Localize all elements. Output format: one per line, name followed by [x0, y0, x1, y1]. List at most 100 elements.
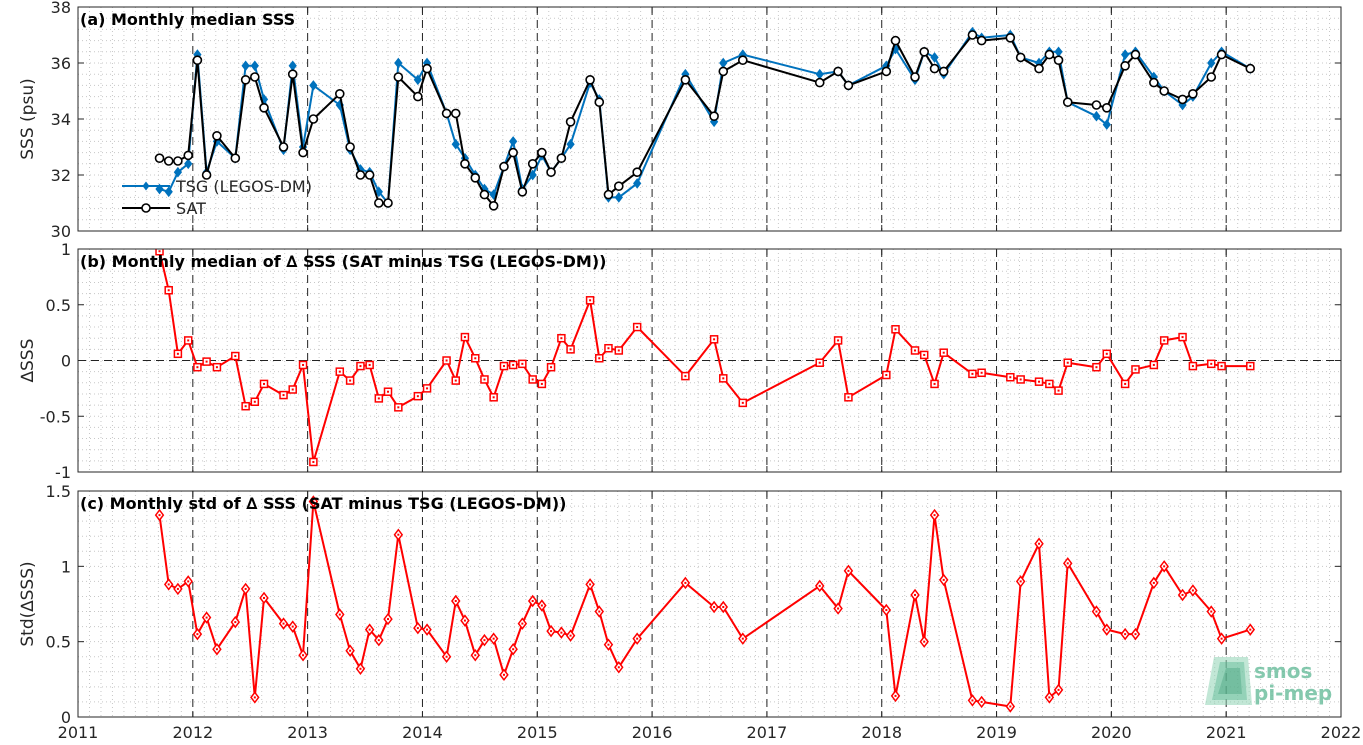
panel-b-median-delta-sss: -1 -0.5 0 0.5 1 ∆SSS (b) Monthly median of ∆ S…	[18, 240, 1342, 482]
data-point-marker-center	[349, 379, 352, 382]
data-point-marker-center	[312, 460, 315, 463]
data-point-marker-center	[445, 359, 448, 362]
data-point-marker-center	[923, 353, 926, 356]
data-point-marker-center	[914, 349, 917, 352]
logo-text-smos: smos	[1254, 659, 1312, 683]
x-tick-label: 2016	[632, 723, 673, 742]
data-point-marker-center	[885, 373, 888, 376]
data-point-marker	[364, 170, 375, 180]
data-point-marker	[508, 147, 518, 158]
data-point-marker-center	[263, 382, 266, 385]
data-point-marker-center	[684, 581, 687, 584]
data-point-marker-center	[847, 396, 850, 399]
data-point-marker	[1053, 55, 1064, 66]
data-point-marker	[527, 159, 538, 169]
data-point-marker-center	[569, 348, 572, 351]
data-point-marker-center	[560, 631, 563, 634]
data-point-marker-center	[167, 583, 170, 586]
data-point-marker	[450, 108, 461, 119]
x-tick-label: 2022	[1321, 723, 1362, 742]
y-tick-label: -1	[55, 463, 71, 482]
data-point-marker-center	[1105, 628, 1108, 631]
data-point-marker-center	[234, 621, 237, 624]
data-point-marker-center	[1210, 610, 1213, 613]
data-point-marker-center	[215, 366, 218, 369]
data-point-marker-center	[1095, 610, 1098, 613]
data-point-marker-center	[502, 673, 505, 676]
data-point-marker-center	[607, 643, 610, 646]
data-point-marker-center	[483, 639, 486, 642]
data-point-marker-center	[1038, 542, 1041, 545]
data-point-marker	[556, 153, 567, 163]
data-point-marker-center	[933, 382, 936, 385]
data-point-marker-center	[942, 351, 945, 354]
data-point-marker-center	[1095, 366, 1098, 369]
data-point-marker-center	[1066, 361, 1069, 364]
data-point-marker	[1092, 110, 1101, 122]
data-point-marker-center	[741, 637, 744, 640]
data-point-marker	[509, 136, 518, 147]
data-point-marker	[632, 167, 642, 177]
data-point-marker-center	[474, 654, 477, 657]
x-tick-label: 2020	[1091, 723, 1132, 742]
data-point-marker-center	[607, 347, 610, 350]
y-tick-label: 1	[61, 557, 71, 576]
data-point-marker	[287, 69, 298, 79]
data-point-marker-center	[167, 289, 170, 292]
series-layer	[154, 26, 1256, 211]
series-layer	[154, 495, 1256, 713]
data-point-marker	[1044, 49, 1055, 60]
data-point-marker-center	[282, 394, 285, 397]
data-point-marker-center	[713, 338, 716, 341]
data-point-marker	[565, 117, 576, 127]
data-point-marker-center	[818, 584, 821, 587]
data-point-marker-center	[253, 696, 256, 699]
data-point-marker-center	[818, 361, 821, 364]
data-point-marker-center	[1057, 389, 1060, 392]
data-point-marker	[241, 60, 250, 72]
data-point-marker-center	[187, 339, 190, 342]
data-point-marker-center	[885, 609, 888, 612]
data-point-marker-center	[312, 500, 315, 503]
data-point-marker-center	[368, 628, 371, 631]
data-point-marker	[1101, 103, 1112, 113]
data-point-marker-center	[377, 639, 380, 642]
data-point-marker	[192, 55, 203, 66]
data-point-marker-center	[196, 633, 199, 636]
data-point-marker-center	[302, 654, 305, 657]
data-point-marker-center	[636, 637, 639, 640]
data-point-marker	[833, 66, 843, 77]
y-tick-label: 30	[51, 222, 71, 241]
data-point-marker-center	[1134, 368, 1137, 371]
y-tick-label: 38	[51, 0, 71, 17]
data-point-marker-center	[1191, 365, 1194, 368]
data-point-marker-center	[589, 299, 592, 302]
data-point-marker-center	[368, 363, 371, 366]
data-point-marker-center	[914, 593, 917, 596]
data-point-marker-center	[1057, 688, 1060, 691]
data-point-marker-center	[253, 400, 256, 403]
data-point-marker-center	[338, 370, 341, 373]
y-axis-label: ∆SSS	[18, 339, 38, 384]
data-point-marker-center	[1134, 633, 1137, 636]
y-tick-label: 0.5	[46, 633, 71, 652]
data-point-marker-center	[359, 365, 362, 368]
data-point-marker-center	[741, 401, 744, 404]
data-point-marker	[594, 97, 605, 107]
data-point-marker-center	[1009, 376, 1012, 379]
logo-emblem-icon	[1205, 657, 1252, 705]
data-point-marker	[566, 138, 575, 150]
x-tick-label: 2014	[402, 723, 443, 742]
legend-entry: TSG (LEGOS-DM)	[122, 177, 312, 196]
data-point-marker	[355, 170, 366, 180]
data-point-marker	[528, 169, 537, 181]
panel-a-monthly-median-sss: 30 32 34 36 38 SSS (psu) (a) Monthly median SS…	[18, 0, 1342, 241]
data-point-marker	[890, 35, 901, 46]
data-point-marker-center	[492, 396, 495, 399]
data-point-marker-center	[1019, 378, 1022, 381]
data-point-marker-center	[1181, 593, 1184, 596]
data-point-marker-center	[894, 328, 897, 331]
y-tick-label: 36	[51, 54, 71, 73]
data-point-marker-center	[205, 616, 208, 619]
data-point-marker-center	[244, 405, 247, 408]
